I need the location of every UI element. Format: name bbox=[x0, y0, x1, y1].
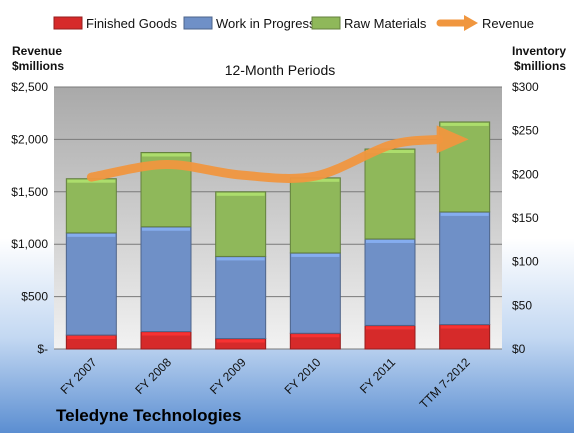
bar-highlight bbox=[366, 150, 414, 154]
plot-area bbox=[54, 87, 502, 349]
right-tick-label: $150 bbox=[512, 211, 539, 225]
bar-highlight bbox=[142, 153, 190, 157]
bar-highlight bbox=[440, 212, 489, 216]
bar-work-in-progress bbox=[215, 255, 267, 340]
revenue-line bbox=[86, 125, 469, 183]
bar-work-in-progress bbox=[364, 238, 416, 326]
legend-label: Revenue bbox=[482, 16, 534, 31]
legend: Finished Goods Work in Progress Raw Materi… bbox=[53, 15, 534, 31]
bar-highlight bbox=[366, 239, 414, 243]
revenue-arrowhead bbox=[436, 125, 469, 154]
right-tick-label: $250 bbox=[512, 124, 539, 138]
bar-work-in-progress bbox=[439, 211, 491, 326]
left-axis-title-line2: $millions bbox=[12, 59, 64, 73]
bar-raw-materials bbox=[364, 148, 416, 240]
bar-raw-materials bbox=[215, 191, 267, 257]
legend-label: Finished Goods bbox=[86, 16, 178, 31]
bar-highlight bbox=[67, 336, 116, 340]
bar-raw-materials bbox=[439, 121, 491, 213]
legend-label: Work in Progress bbox=[216, 16, 316, 31]
legend-swatch-finished-goods bbox=[53, 16, 83, 30]
right-axis-title-line1: Inventory bbox=[512, 44, 566, 58]
left-axis-title-line1: Revenue bbox=[12, 44, 62, 58]
bar-highlight bbox=[142, 332, 190, 336]
left-tick-label: $1,500 bbox=[11, 185, 48, 199]
bar-work-in-progress bbox=[140, 226, 192, 333]
right-axis-title-line2: $millions bbox=[514, 59, 566, 73]
legend-swatch-work-in-progress bbox=[183, 16, 213, 30]
bar-raw-materials bbox=[289, 177, 341, 254]
bar-highlight bbox=[291, 334, 340, 338]
revenue-line-path bbox=[86, 134, 444, 183]
right-tick-label: $300 bbox=[512, 80, 539, 94]
left-tick-labels: $- $500 $1,000 $1,500 $2,000 $2,500 bbox=[11, 80, 48, 356]
left-tick-label: $500 bbox=[21, 290, 48, 304]
left-tick-label: $- bbox=[37, 342, 48, 356]
right-tick-label: $50 bbox=[512, 298, 532, 312]
right-tick-label: $0 bbox=[512, 342, 526, 356]
bar-highlight bbox=[142, 227, 190, 231]
bar-raw-materials bbox=[65, 178, 117, 234]
right-tick-labels: $0 $50 $100 $150 $200 $250 $300 bbox=[512, 80, 539, 356]
bar-finished-goods bbox=[439, 324, 491, 350]
bar-highlight bbox=[216, 257, 265, 261]
left-tick-label: $2,500 bbox=[11, 80, 48, 94]
bar-highlight bbox=[216, 339, 265, 343]
chart-title: 12-Month Periods bbox=[225, 62, 336, 78]
bar-work-in-progress bbox=[289, 252, 341, 334]
legend-label: Raw Materials bbox=[344, 16, 427, 31]
legend-swatch-revenue-arrow bbox=[464, 15, 478, 31]
left-tick-label: $2,000 bbox=[11, 132, 48, 146]
bar-highlight bbox=[366, 326, 414, 330]
bar-highlight bbox=[440, 325, 489, 329]
right-tick-label: $100 bbox=[512, 255, 539, 269]
bar-highlight bbox=[291, 253, 340, 257]
bar-highlight bbox=[216, 192, 265, 196]
right-tick-label: $200 bbox=[512, 167, 539, 181]
legend-swatch-raw-materials bbox=[311, 16, 341, 30]
bar-work-in-progress bbox=[65, 232, 117, 336]
company-name: Teledyne Technologies bbox=[56, 406, 241, 425]
gridlines bbox=[54, 86, 502, 350]
bars bbox=[65, 121, 491, 350]
left-tick-label: $1,000 bbox=[11, 237, 48, 251]
bar-highlight bbox=[440, 122, 489, 126]
bar-highlight bbox=[67, 233, 116, 237]
